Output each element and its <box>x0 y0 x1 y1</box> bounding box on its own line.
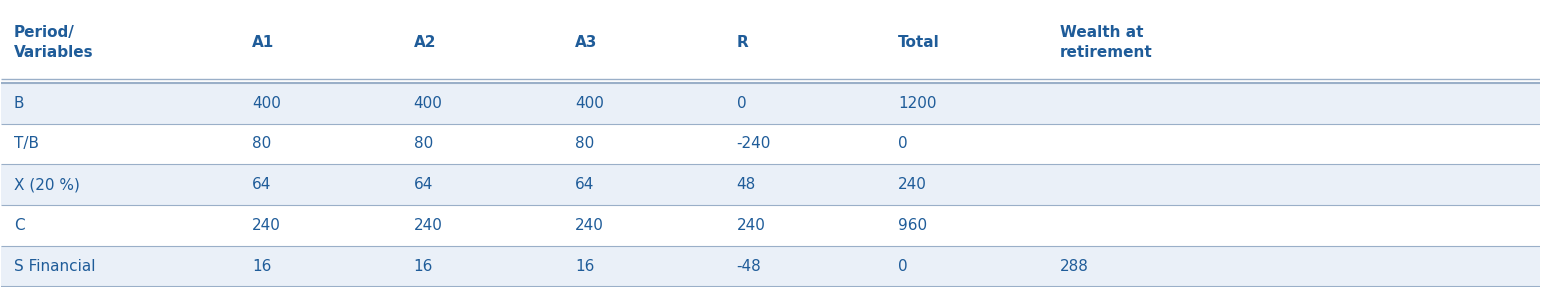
Text: X (20 %): X (20 %) <box>14 177 80 192</box>
Text: T/B: T/B <box>14 137 39 151</box>
Text: B: B <box>14 96 25 111</box>
Text: 0: 0 <box>737 96 746 111</box>
Bar <box>2 164 1539 205</box>
Text: 400: 400 <box>253 96 280 111</box>
Text: 0: 0 <box>898 137 908 151</box>
Text: C: C <box>14 218 25 233</box>
Text: 1200: 1200 <box>898 96 937 111</box>
Text: 240: 240 <box>253 218 280 233</box>
Text: 80: 80 <box>575 137 595 151</box>
Text: S Financial: S Financial <box>14 259 96 274</box>
Text: Wealth at
retirement: Wealth at retirement <box>1060 25 1153 60</box>
Bar <box>2 246 1539 287</box>
Text: 16: 16 <box>413 259 433 274</box>
Text: -240: -240 <box>737 137 770 151</box>
Text: 64: 64 <box>413 177 433 192</box>
Text: Total: Total <box>898 35 940 50</box>
Text: 64: 64 <box>253 177 271 192</box>
Text: 0: 0 <box>898 259 908 274</box>
Text: 240: 240 <box>575 218 604 233</box>
Text: 16: 16 <box>253 259 271 274</box>
Text: A3: A3 <box>575 35 598 50</box>
Text: A1: A1 <box>253 35 274 50</box>
Text: 400: 400 <box>575 96 604 111</box>
Text: A2: A2 <box>413 35 436 50</box>
Text: R: R <box>737 35 749 50</box>
Text: 288: 288 <box>1060 259 1088 274</box>
Text: -48: -48 <box>737 259 761 274</box>
Text: 240: 240 <box>898 177 928 192</box>
Text: 16: 16 <box>575 259 595 274</box>
Text: 960: 960 <box>898 218 928 233</box>
Text: 400: 400 <box>413 96 442 111</box>
Text: 64: 64 <box>575 177 595 192</box>
Text: 240: 240 <box>737 218 766 233</box>
Text: Period/
Variables: Period/ Variables <box>14 25 94 60</box>
Bar <box>2 1 1539 83</box>
Bar <box>2 124 1539 164</box>
Bar <box>2 205 1539 246</box>
Text: 48: 48 <box>737 177 757 192</box>
Text: 80: 80 <box>413 137 433 151</box>
Text: 80: 80 <box>253 137 271 151</box>
Bar <box>2 83 1539 124</box>
Text: 240: 240 <box>413 218 442 233</box>
